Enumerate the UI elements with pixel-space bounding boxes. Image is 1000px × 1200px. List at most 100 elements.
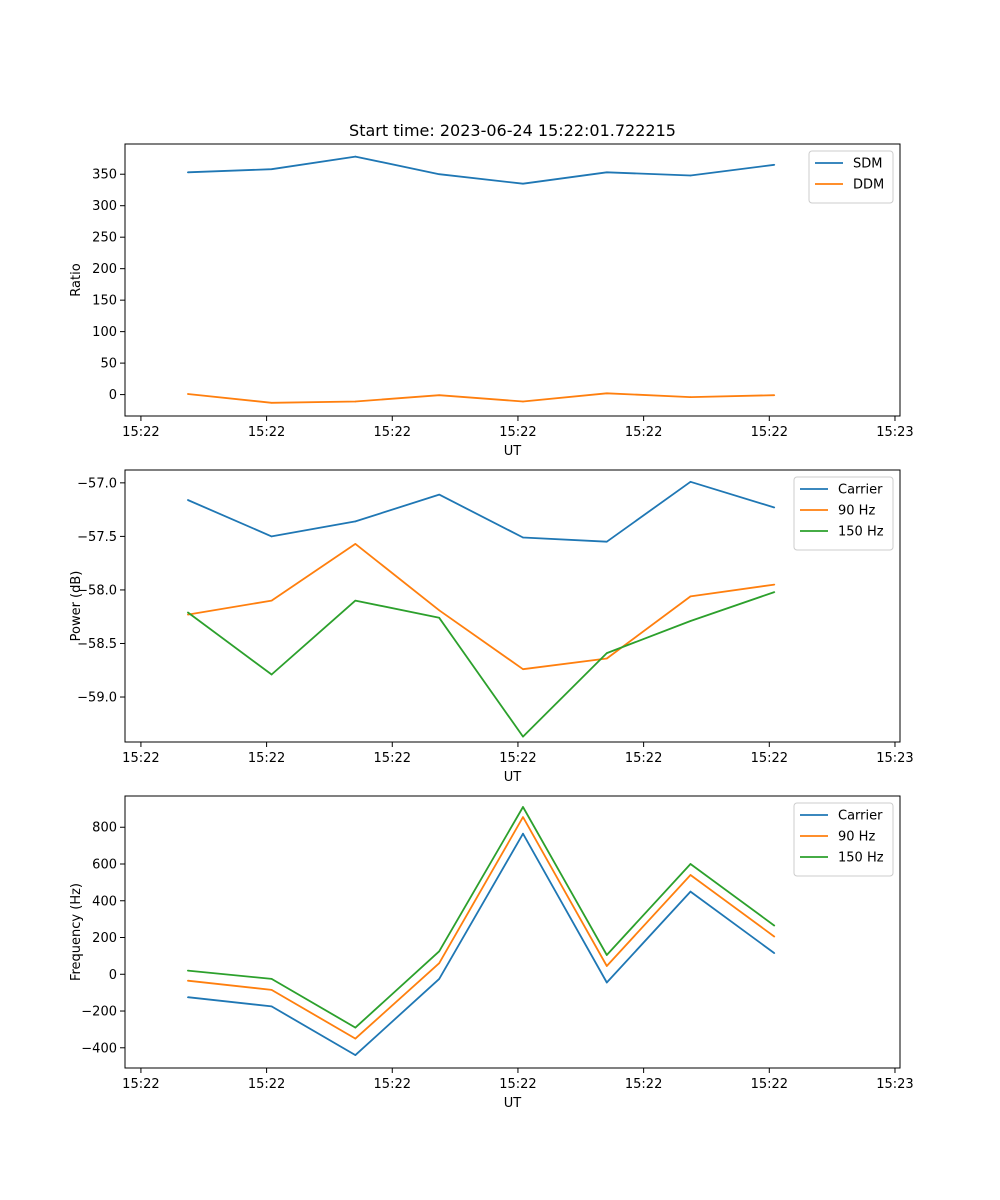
data-point [270, 978, 273, 980]
data-point [270, 989, 273, 991]
y-tick-label: −200 [81, 1005, 117, 1020]
axes-frame [124, 469, 901, 743]
legend: Carrier 90 Hz 150 Hz [793, 802, 894, 877]
x-tick-label: 15:22 [499, 751, 536, 766]
series-line-90-hz [187, 816, 775, 1040]
x-tick-label: 15:22 [751, 751, 788, 766]
data-point [773, 583, 776, 586]
data-point [354, 1037, 357, 1040]
data-point [689, 480, 692, 483]
x-tick-label: 15:22 [751, 1077, 788, 1092]
x-tick-label: 15:22 [625, 1077, 662, 1092]
data-point [270, 673, 273, 676]
y-tick-label: 0 [109, 388, 117, 403]
x-tick-label: 15:22 [625, 425, 662, 440]
y-tick-label: 300 [92, 199, 117, 214]
data-point [354, 520, 357, 523]
data-point [438, 978, 440, 980]
data-point [773, 924, 776, 927]
legend-label: Carrier [838, 483, 883, 498]
data-point [354, 155, 357, 158]
data-point [522, 735, 524, 738]
y-axis-label: Frequency (Hz) [69, 883, 84, 981]
legend-label: 150 Hz [838, 525, 884, 540]
data-point [605, 981, 608, 984]
data-point [187, 969, 189, 972]
legend-label: DDM [853, 178, 884, 193]
data-point [773, 935, 776, 938]
data-point [689, 396, 692, 398]
data-point [522, 182, 524, 185]
y-tick-label: −58.0 [77, 583, 117, 598]
x-tick-label: 15:22 [625, 751, 662, 766]
chart-title: Start time: 2023-06-24 15:22:01.722215 [349, 121, 676, 140]
y-tick-label: 600 [92, 858, 117, 873]
data-point [354, 543, 357, 545]
data-point [605, 652, 608, 654]
y-tick-label: 400 [92, 894, 117, 909]
data-point [187, 979, 189, 982]
y-tick-label: 200 [92, 931, 117, 946]
data-point [187, 613, 189, 616]
y-tick-label: −59.0 [77, 691, 117, 706]
legend-label: Carrier [838, 809, 883, 824]
data-point [522, 400, 524, 403]
data-point [773, 394, 776, 397]
x-axis-label: UT [504, 1096, 522, 1111]
data-point [354, 1026, 357, 1029]
series-line-150-hz [187, 806, 775, 1029]
y-tick-label: 50 [100, 357, 117, 372]
chart-panel-3: 15:22 15:22 15:22 15:22 15:22 15:22 15:23 −400 −… [69, 795, 914, 1111]
data-point [605, 392, 608, 395]
data-point [354, 1054, 357, 1056]
legend-label: 90 Hz [838, 504, 875, 519]
chart-panel-2: 15:22 15:22 15:22 15:22 15:22 15:22 15:23 −59.0… [69, 469, 914, 785]
y-tick-label: 150 [92, 294, 117, 309]
x-tick-label: 15:22 [122, 751, 159, 766]
y-tick-label: 250 [92, 231, 117, 246]
data-point [438, 394, 440, 397]
data-point [354, 400, 357, 403]
axes-frame [124, 143, 901, 417]
data-point [438, 609, 440, 612]
chart-panels: Start time: 2023-06-24 15:22:01.722215 15… [69, 121, 914, 1111]
x-axis-label: UT [504, 770, 522, 785]
data-point [522, 816, 524, 818]
axes-frame [124, 795, 901, 1069]
y-tick-label: −58.5 [77, 637, 117, 652]
data-point [522, 806, 524, 808]
data-point [689, 890, 692, 893]
data-point [270, 535, 273, 538]
y-tick-label: −400 [81, 1041, 117, 1056]
data-point [689, 595, 692, 598]
data-point [354, 599, 357, 602]
legend: Carrier 90 Hz 150 Hz [793, 476, 894, 551]
y-tick-label: −57.0 [77, 476, 117, 491]
data-point [438, 173, 440, 176]
data-point [522, 832, 524, 835]
data-point [438, 616, 440, 619]
data-point [773, 163, 776, 166]
data-point [773, 506, 776, 509]
y-tick-label: 0 [109, 968, 117, 983]
legend: SDM DDM [808, 150, 894, 204]
data-point [187, 996, 189, 999]
data-point [270, 401, 273, 404]
x-tick-label: 15:22 [374, 751, 411, 766]
data-point [605, 954, 608, 956]
x-tick-label: 15:22 [122, 1077, 159, 1092]
y-tick-label: 800 [92, 821, 117, 836]
data-point [689, 874, 692, 876]
data-point [689, 863, 692, 865]
data-point [605, 171, 608, 174]
x-tick-label: 15:22 [248, 425, 285, 440]
data-point [522, 536, 524, 539]
data-point [187, 611, 189, 614]
x-tick-label: 15:22 [499, 425, 536, 440]
legend-label: SDM [853, 157, 882, 172]
x-tick-label: 15:22 [374, 425, 411, 440]
data-point [773, 952, 776, 954]
data-point [187, 499, 189, 501]
x-tick-label: 15:23 [876, 1077, 913, 1092]
